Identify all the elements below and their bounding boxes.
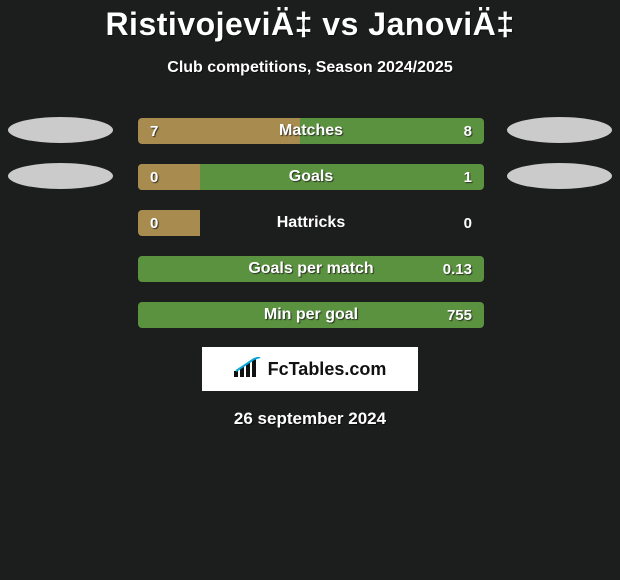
- stat-bar: 00Hattricks: [137, 209, 485, 237]
- stats-rows: 78Matches 01Goals 00Hattricks 0.13Goals per…: [0, 117, 620, 327]
- comparison-card: RistivojeviÄ‡ vs JanoviÄ‡ Club competiti…: [0, 0, 620, 580]
- page-subtitle: Club competitions, Season 2024/2025: [0, 59, 620, 77]
- stat-value-right: 0: [464, 210, 472, 236]
- stat-row: 00Hattricks: [0, 209, 620, 235]
- player-marker-right: [507, 117, 612, 143]
- player-marker-left: [8, 163, 113, 189]
- player-marker-right: [507, 163, 612, 189]
- stat-row: 01Goals: [0, 163, 620, 189]
- stat-bar-fill-right: [138, 302, 484, 328]
- stat-bar-fill-left: [138, 118, 300, 144]
- player-marker-left: [8, 117, 113, 143]
- stat-row: 0.13Goals per match: [0, 255, 620, 281]
- date-text: 26 september 2024: [0, 409, 620, 429]
- source-logo-box[interactable]: FcTables.com: [202, 347, 418, 391]
- stat-row: 78Matches: [0, 117, 620, 143]
- stat-bar: 755Min per goal: [137, 301, 485, 329]
- stat-bar-fill-left: [138, 210, 200, 236]
- stat-bar-fill-left: [138, 164, 200, 190]
- stat-bar: 0.13Goals per match: [137, 255, 485, 283]
- stat-bar-fill-right: [138, 256, 484, 282]
- bars-icon: [234, 357, 262, 382]
- stat-bar: 78Matches: [137, 117, 485, 145]
- page-title: RistivojeviÄ‡ vs JanoviÄ‡: [0, 0, 620, 43]
- stat-bar-fill-right: [300, 118, 484, 144]
- stat-row: 755Min per goal: [0, 301, 620, 327]
- source-logo-text: FcTables.com: [268, 359, 387, 380]
- stat-bar: 01Goals: [137, 163, 485, 191]
